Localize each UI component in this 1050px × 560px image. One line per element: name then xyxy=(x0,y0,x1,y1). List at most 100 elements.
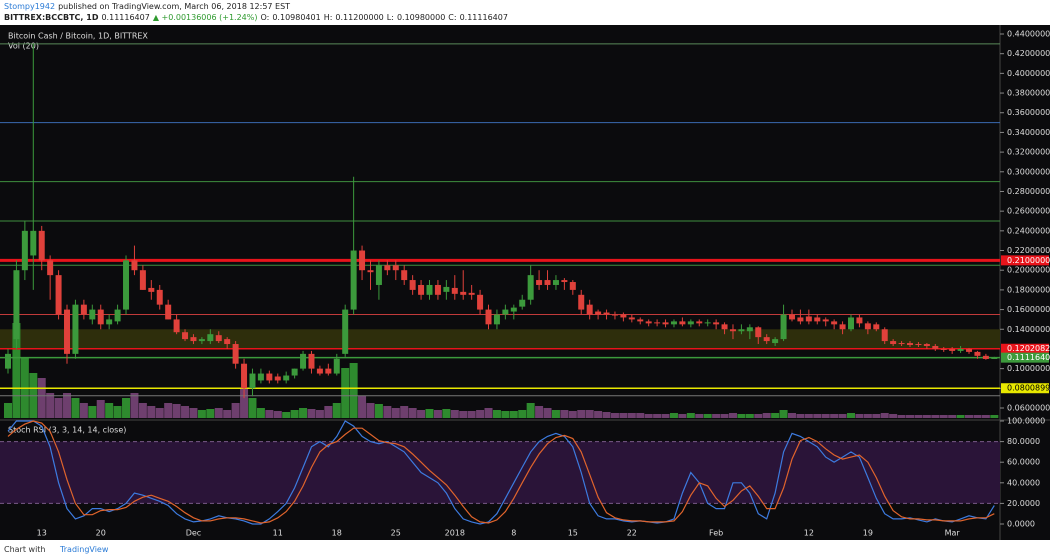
volume-bar xyxy=(223,410,232,418)
candle-body xyxy=(485,309,492,325)
candle-body xyxy=(637,319,644,322)
volume-bar xyxy=(796,414,805,418)
close: 0.11116407 xyxy=(459,13,508,22)
volume-bar xyxy=(459,411,468,418)
published: published on TradingView.com, March 06, … xyxy=(58,2,291,11)
volume-bar xyxy=(450,410,459,418)
candle-body xyxy=(89,309,96,320)
candle-body xyxy=(772,339,779,344)
volume-bar xyxy=(113,406,122,418)
candle-body xyxy=(864,323,871,330)
candle-body xyxy=(106,319,113,325)
candle-body xyxy=(696,321,703,324)
candle-body xyxy=(232,344,239,364)
label: O: xyxy=(260,13,270,22)
volume-bar xyxy=(762,413,771,418)
candle-body xyxy=(55,275,62,315)
footer: Chart with TradingView xyxy=(0,540,1050,560)
volume-bar xyxy=(931,415,940,418)
candle-body xyxy=(898,343,905,345)
candle-body xyxy=(316,368,323,374)
candle-body xyxy=(502,309,509,315)
volume-bar xyxy=(821,414,830,418)
candle-body xyxy=(451,287,458,294)
candle-body xyxy=(510,307,517,312)
volume-bar xyxy=(678,414,687,418)
candle-body xyxy=(367,270,374,273)
stoch-title: Stoch RSI (3, 3, 14, 14, close) xyxy=(8,426,126,435)
volume-bar xyxy=(543,408,552,418)
y-tick-label: 40.0000 xyxy=(1007,478,1040,487)
candle-body xyxy=(325,368,332,374)
brand[interactable]: TradingView xyxy=(60,545,109,554)
candle-body xyxy=(907,343,914,346)
price-label: 0.12020827 xyxy=(1007,344,1050,353)
x-tick-label: 15 xyxy=(568,529,578,538)
volume-bar xyxy=(804,414,813,418)
volume-bar xyxy=(96,400,105,418)
candle-body xyxy=(274,376,281,381)
candle-body xyxy=(308,353,315,369)
volume-bar xyxy=(164,403,173,418)
candle-body xyxy=(5,353,11,369)
candle-body xyxy=(687,321,694,325)
volume-bar xyxy=(332,403,341,418)
user[interactable]: Stompy1942 xyxy=(4,2,56,11)
candle-body xyxy=(47,260,54,276)
candle-body xyxy=(13,270,20,340)
volume-bar xyxy=(728,413,737,418)
candle-body xyxy=(291,368,298,376)
candle-body xyxy=(814,317,821,322)
candle-body xyxy=(780,314,787,340)
x-tick-label: Dec xyxy=(186,529,201,538)
volume-bar xyxy=(880,413,889,418)
volume-bar xyxy=(518,410,527,418)
candle-body xyxy=(359,250,366,271)
candle-body xyxy=(384,265,391,271)
candle-body xyxy=(670,321,677,325)
candle-body xyxy=(881,329,888,342)
candle-body xyxy=(156,289,163,305)
volume-bar xyxy=(248,398,257,418)
volume-bar xyxy=(349,363,358,418)
volume-bar xyxy=(46,393,55,418)
volume-bar xyxy=(315,410,324,418)
candle-body xyxy=(300,353,307,369)
candle-body xyxy=(165,304,172,320)
x-tick-label: 11 xyxy=(273,529,283,538)
chart-title: Bitcoin Cash / Bitcoin, 1D, BITTREX xyxy=(8,32,148,41)
candle-body xyxy=(957,348,964,351)
stoch-line xyxy=(7,420,995,525)
volume-bar xyxy=(847,413,855,418)
volume-bar xyxy=(484,408,493,418)
volume-bar xyxy=(290,410,299,418)
candle-body xyxy=(595,311,602,315)
candle-body xyxy=(283,375,290,381)
volume-bar xyxy=(669,413,678,418)
candle-body xyxy=(966,348,973,352)
volume-bar xyxy=(442,409,451,418)
volume-bar xyxy=(88,406,97,418)
volume-bar xyxy=(273,411,282,418)
volume-title: Vol (20) xyxy=(8,42,39,51)
candle-body xyxy=(974,351,981,356)
volume-bar xyxy=(417,410,426,418)
candle-body xyxy=(375,265,382,285)
volume-bar xyxy=(855,414,864,418)
candle-body xyxy=(940,348,947,350)
volume-bar xyxy=(172,404,181,418)
candle-body xyxy=(139,270,146,290)
volume-bar xyxy=(551,410,560,418)
volume-bar xyxy=(813,414,822,418)
volume-bar xyxy=(745,414,754,418)
candle-body xyxy=(839,324,846,330)
